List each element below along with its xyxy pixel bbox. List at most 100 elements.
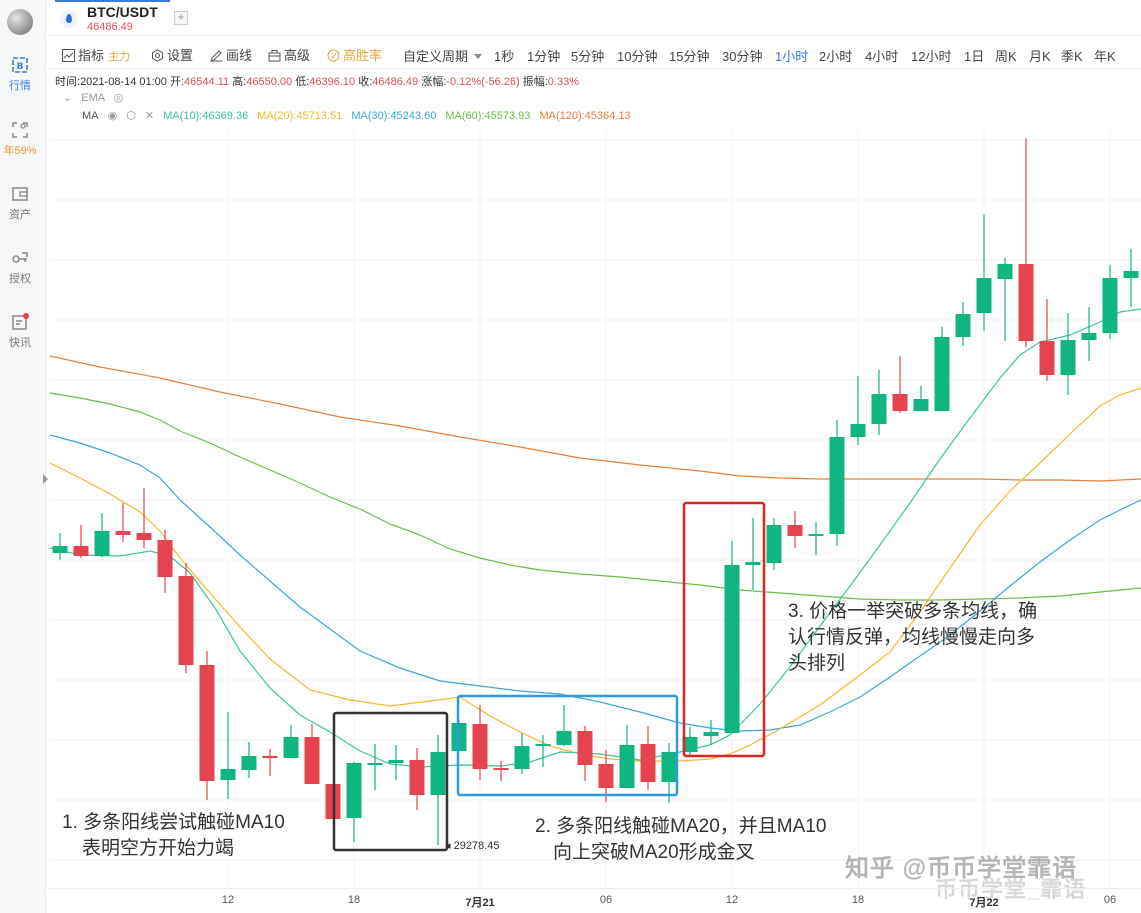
candle[interactable] — [430, 735, 446, 845]
candle[interactable] — [871, 370, 887, 435]
draw-button[interactable]: 画线 — [210, 45, 252, 64]
candle[interactable] — [724, 541, 740, 733]
period-month[interactable]: 月K — [1029, 49, 1051, 64]
watermark-2: 币币学堂_霏语 — [935, 877, 1087, 902]
candle[interactable] — [808, 522, 824, 555]
candle[interactable] — [493, 761, 509, 781]
eye-icon[interactable]: ◉ — [107, 110, 118, 122]
candle[interactable] — [892, 356, 908, 413]
candle[interactable] — [598, 750, 614, 802]
ohlc-info: 时间:2021-08-14 01:00 开:46544.11 高:46550.0… — [55, 73, 579, 89]
candle[interactable] — [115, 503, 131, 542]
close-icon[interactable]: ✕ — [144, 110, 155, 122]
low-label: 低: — [295, 76, 310, 88]
period-10m[interactable]: 10分钟 — [617, 49, 658, 64]
candle[interactable] — [367, 744, 383, 790]
candle[interactable] — [640, 726, 656, 790]
high-value: 46550.00 — [246, 76, 293, 88]
period-quarter[interactable]: 季K — [1061, 49, 1083, 64]
candle[interactable] — [136, 488, 152, 548]
ma60-line — [49, 392, 1141, 601]
period-15m[interactable]: 15分钟 — [669, 49, 710, 64]
candle[interactable] — [787, 511, 803, 548]
candle[interactable] — [703, 720, 719, 745]
candle[interactable] — [661, 743, 677, 803]
annotation-box-2 — [456, 694, 679, 797]
period-1s[interactable]: 1秒 — [494, 49, 515, 64]
candle[interactable] — [766, 518, 782, 570]
candle[interactable] — [304, 724, 320, 784]
advanced-button[interactable]: 高级 — [268, 45, 310, 64]
candle[interactable] — [283, 725, 299, 758]
low-price-value: 29278.45 — [453, 840, 500, 852]
period-5m[interactable]: 5分钟 — [571, 49, 605, 64]
period-12h[interactable]: 12小时 — [911, 49, 952, 64]
annotation-3-line-1: 3. 价格一举突破多条均线，确 — [788, 601, 1038, 622]
candle[interactable] — [409, 748, 425, 810]
candle[interactable] — [1039, 299, 1055, 381]
candle[interactable] — [934, 327, 950, 411]
collapse-arrow-icon[interactable] — [43, 474, 48, 484]
gear-icon[interactable]: ⬡ — [126, 110, 136, 122]
eye-off-icon[interactable]: ◎ — [113, 92, 124, 104]
period-week[interactable]: 周K — [995, 49, 1017, 64]
settings-button[interactable]: 设置 — [151, 45, 193, 64]
candle[interactable] — [1123, 249, 1139, 307]
candle[interactable] — [94, 513, 110, 557]
period-2h[interactable]: 2小时 — [819, 49, 853, 64]
candle[interactable] — [1060, 313, 1076, 395]
period-year[interactable]: 年K — [1094, 49, 1116, 64]
custom-period-dropdown[interactable]: 自定义周期 — [403, 46, 483, 65]
candle[interactable] — [619, 725, 635, 788]
sidebar-item-label: 资产 — [9, 209, 31, 221]
candle[interactable] — [1081, 307, 1097, 361]
period-1m[interactable]: 1分钟 — [527, 49, 561, 64]
candle[interactable] — [745, 518, 761, 590]
period-1h[interactable]: 1小时 — [775, 49, 809, 64]
toolbar: 指标 主力 设置 画线 高级 高胜率 自定义周期 1秒 1分钟 5分钟 10分钟 … — [47, 37, 1141, 69]
candle[interactable] — [73, 525, 89, 558]
candle[interactable] — [1102, 265, 1118, 339]
high-label: 高: — [232, 76, 247, 88]
candle[interactable] — [829, 420, 845, 546]
candle[interactable] — [346, 762, 362, 842]
candle[interactable] — [955, 302, 971, 346]
candle[interactable] — [199, 651, 215, 800]
candle[interactable] — [241, 742, 257, 778]
pair-name[interactable]: BTC/USDT — [87, 4, 158, 20]
period-4h[interactable]: 4小时 — [865, 49, 899, 64]
add-tab-button[interactable]: + — [174, 11, 188, 25]
ma-label: MA — [82, 110, 99, 122]
sidebar-item-auth[interactable]: 授权 — [0, 249, 40, 286]
sidebar-item-assets[interactable]: 资产 — [0, 185, 40, 222]
candle[interactable] — [514, 733, 530, 774]
candle[interactable] — [556, 705, 572, 746]
candle[interactable] — [976, 214, 992, 331]
period-1d[interactable]: 1日 — [964, 49, 985, 64]
period-30m[interactable]: 30分钟 — [722, 49, 763, 64]
sidebar-item-market[interactable]: B 行情 — [0, 56, 40, 93]
scan-icon — [12, 122, 28, 138]
candle[interactable] — [682, 727, 698, 755]
app-logo[interactable] — [7, 9, 33, 35]
candle[interactable] — [1018, 138, 1034, 347]
indicator-button[interactable]: 指标 主力 — [62, 45, 130, 64]
low-price-marker: ◂ 29278.45 — [445, 840, 500, 852]
sidebar-item-promo[interactable]: 年59% — [0, 121, 40, 158]
candle[interactable] — [577, 726, 593, 781]
chevron-down-icon[interactable]: ⌄ — [63, 92, 73, 104]
candle[interactable] — [913, 386, 929, 411]
candle[interactable] — [52, 533, 68, 560]
candle[interactable] — [262, 749, 278, 776]
candle[interactable] — [472, 705, 488, 780]
win-rate-button[interactable]: 高胜率 — [327, 45, 382, 64]
candle[interactable] — [220, 712, 236, 799]
candle[interactable] — [997, 258, 1013, 341]
candle[interactable] — [535, 735, 551, 767]
candle[interactable] — [178, 563, 194, 673]
candle[interactable] — [157, 530, 173, 593]
candle[interactable] — [388, 745, 404, 780]
sidebar-item-news[interactable]: 快讯 — [0, 313, 40, 350]
candle[interactable] — [850, 376, 866, 445]
